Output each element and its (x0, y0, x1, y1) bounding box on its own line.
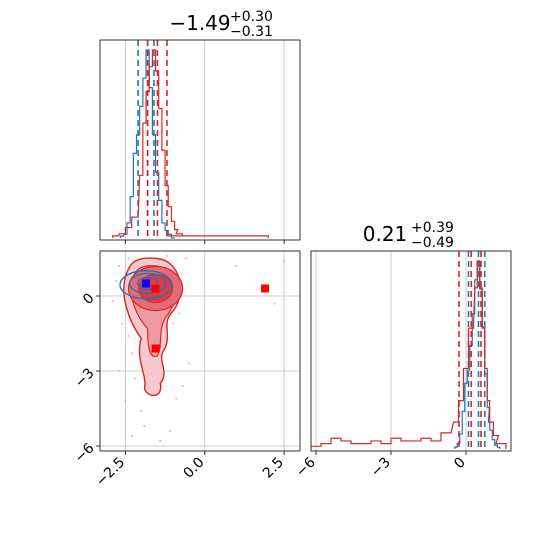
marker-blue (142, 279, 151, 288)
x-tick-label: 2.5 (260, 455, 287, 482)
x-tick-label: −2.5 (93, 455, 128, 490)
scatter-point (127, 257, 130, 260)
histogram-step (112, 49, 269, 238)
y-tick-label: −6 (72, 440, 98, 466)
scatter-point (181, 385, 184, 387)
scatter-point (235, 265, 238, 267)
marker-red (151, 344, 160, 353)
marginal-2-title: 0.21 (363, 222, 408, 246)
scatter-point (118, 370, 121, 372)
scatter-point (165, 255, 168, 257)
scatter-point (114, 280, 117, 282)
scatter-point (111, 300, 114, 302)
y-tick-label: 0 (80, 290, 98, 308)
contour-blue-outer (119, 270, 173, 300)
scatter-point (143, 425, 146, 427)
histogram-step (311, 260, 507, 449)
marginal-2-title-sup: +0.39 (411, 220, 454, 236)
marginal-2-frame (310, 250, 512, 452)
scatter-point (121, 322, 124, 325)
marker-red (261, 284, 270, 293)
marginal-histogram-2 (311, 251, 507, 451)
scatter-point (127, 335, 130, 337)
scatter-point (184, 257, 187, 260)
contour-blue-mid (128, 272, 167, 295)
scatter-point (273, 302, 276, 305)
marginal-1-frame (99, 39, 301, 241)
scatter-point (283, 260, 286, 262)
x-tick-label: −3 (368, 455, 394, 481)
marginal-1-title-sub: −0.31 (230, 24, 273, 40)
x-tick-label: 0.0 (181, 455, 208, 482)
marginal-2-title-sub: −0.49 (411, 235, 454, 251)
scatter-point (130, 352, 133, 355)
joint-contour-panel (100, 251, 300, 451)
scatter-point (140, 410, 143, 412)
scatter-point (187, 362, 190, 365)
scatter-point (168, 430, 171, 432)
x-tick-label: −6 (293, 454, 319, 480)
marker-red (151, 284, 160, 293)
scatter-point (133, 377, 136, 380)
x-tick-label: 0 (451, 455, 469, 473)
scatter-point (130, 435, 133, 437)
contour-blue-inner (136, 276, 159, 291)
scatter-point (159, 440, 162, 442)
scatter-point (172, 322, 175, 325)
joint-frame (99, 250, 301, 452)
scatter-point (178, 312, 181, 315)
marginal-1-title: −1.49 (169, 11, 230, 35)
histogram-step (454, 260, 501, 449)
histogram-step (120, 49, 175, 239)
marginal-1-title-sup: +0.30 (230, 9, 273, 25)
marginal-histogram-1 (112, 40, 285, 240)
scatter-point (118, 265, 121, 267)
y-tick-label: −3 (72, 365, 98, 391)
scatter-point (124, 400, 127, 402)
scatter-point (175, 397, 178, 400)
